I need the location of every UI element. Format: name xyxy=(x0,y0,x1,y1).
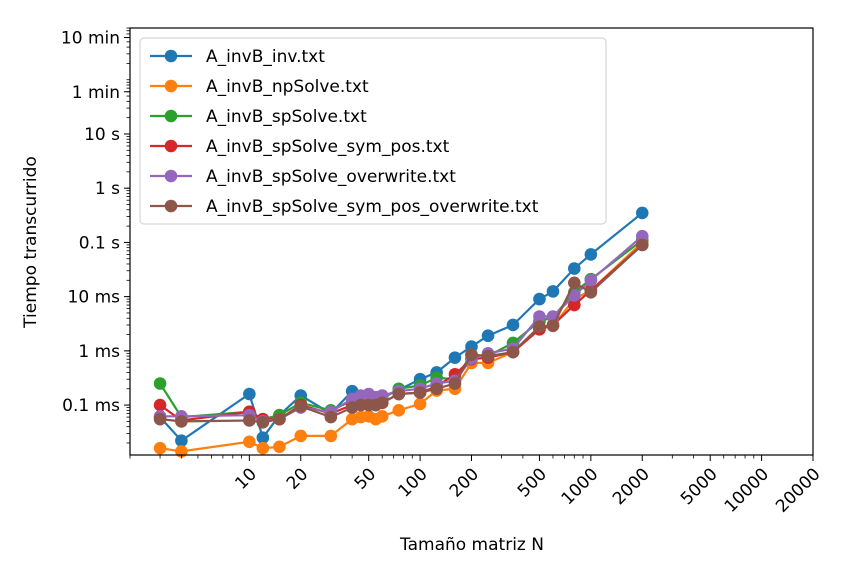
y-tick-label: 0.1 ms xyxy=(62,396,120,416)
legend-marker xyxy=(164,139,178,153)
data-point xyxy=(324,410,338,424)
data-point xyxy=(448,351,462,364)
data-point xyxy=(153,377,167,390)
data-point xyxy=(392,404,406,417)
data-point xyxy=(273,412,286,426)
legend-marker xyxy=(164,109,178,123)
data-point xyxy=(243,387,256,401)
data-point xyxy=(324,429,338,443)
legend: A_invB_inv.txt A_invB_npSolve.txt A_invB_s… xyxy=(139,37,607,225)
data-point xyxy=(153,398,167,412)
y-tick-label: 10 min xyxy=(61,29,120,49)
plot-marks xyxy=(153,206,649,458)
data-point xyxy=(413,397,427,411)
y-axis: 0.1 ms 1 ms 10 ms 0.1 s 1 s 10 s 1 min 10 min xyxy=(61,27,130,444)
data-point xyxy=(584,274,598,287)
data-point xyxy=(533,292,546,306)
data-point xyxy=(546,319,560,333)
data-point xyxy=(153,441,167,455)
y-axis-title: Tiempo transcurrido xyxy=(21,156,41,329)
data-point xyxy=(584,286,598,299)
data-point xyxy=(546,285,560,298)
y-tick-label: 1 min xyxy=(72,83,120,103)
data-point xyxy=(375,396,389,410)
data-point xyxy=(153,412,167,426)
data-point xyxy=(568,298,581,312)
y-tick-label: 1 s xyxy=(95,179,120,199)
data-point xyxy=(392,387,406,401)
data-point xyxy=(294,399,308,413)
legend-marker xyxy=(164,199,178,213)
data-point xyxy=(568,276,581,290)
y-tick-label: 10 ms xyxy=(68,288,121,308)
data-point xyxy=(294,429,308,443)
data-point xyxy=(375,410,389,423)
data-point xyxy=(568,262,581,275)
data-point xyxy=(533,320,546,333)
legend-marker xyxy=(164,169,178,183)
data-point xyxy=(635,238,649,252)
legend-label: A_invB_spSolve_sym_pos_overwrite.txt xyxy=(206,197,539,217)
data-point xyxy=(256,431,270,445)
legend-label: A_invB_spSolve_sym_pos.txt xyxy=(206,137,450,157)
legend-label: A_invB_spSolve.txt xyxy=(206,107,367,127)
y-tick-label: 0.1 s xyxy=(79,233,120,253)
x-axis-title: Tamaño matriz N xyxy=(399,535,544,555)
legend-label: A_invB_inv.txt xyxy=(206,47,325,67)
data-point xyxy=(413,386,427,399)
legend-marker xyxy=(164,79,178,93)
data-point xyxy=(584,248,598,261)
legend-box xyxy=(139,37,607,225)
data-point xyxy=(175,415,188,428)
legend-label: A_invB_npSolve.txt xyxy=(206,77,369,97)
data-point xyxy=(430,382,443,396)
y-tick-label: 10 s xyxy=(84,125,120,145)
data-point xyxy=(448,377,462,390)
data-point xyxy=(506,318,520,332)
data-point xyxy=(533,310,546,323)
y-tick-label: 1 ms xyxy=(78,342,120,362)
legend-marker xyxy=(164,49,178,63)
data-point xyxy=(465,348,478,361)
data-point xyxy=(243,435,256,449)
data-point xyxy=(243,414,256,427)
data-point xyxy=(256,416,270,429)
data-point xyxy=(273,440,286,454)
data-point xyxy=(481,329,495,343)
data-point xyxy=(568,289,581,302)
data-point xyxy=(175,434,188,448)
data-point xyxy=(506,345,520,359)
data-point xyxy=(481,349,495,363)
data-point xyxy=(635,206,649,220)
data-point xyxy=(256,441,270,455)
data-point xyxy=(635,229,649,243)
legend-label: A_invB_spSolve_overwrite.txt xyxy=(206,167,456,187)
